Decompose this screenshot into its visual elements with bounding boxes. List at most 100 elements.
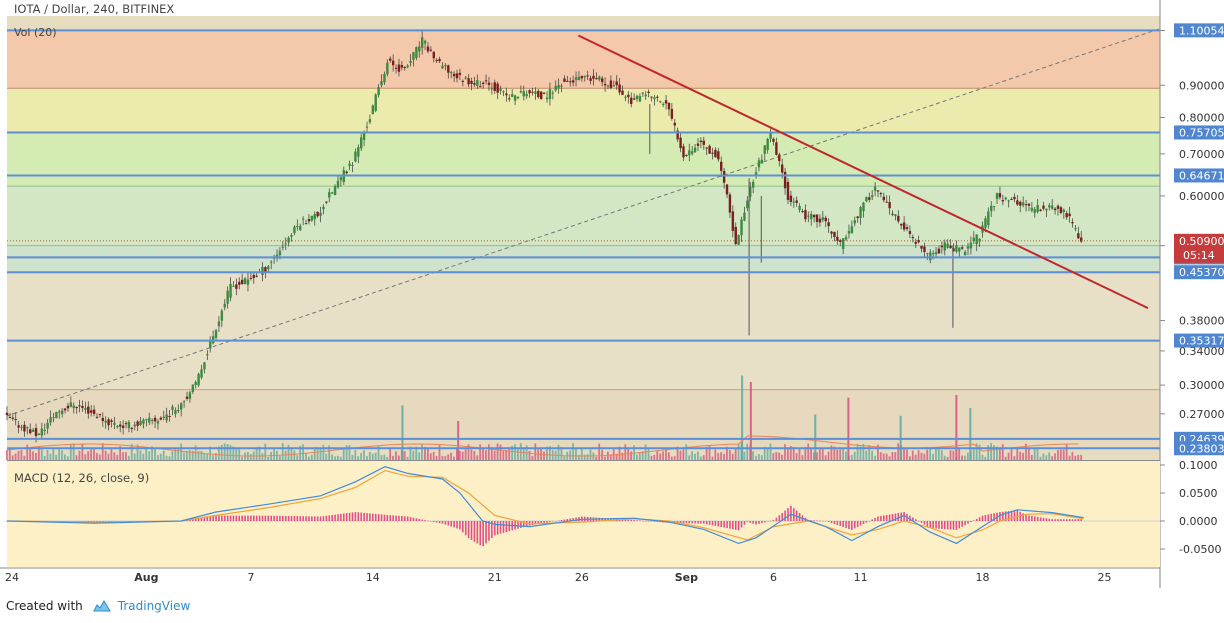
- volume-bar: [46, 450, 49, 460]
- candle-body: [214, 330, 218, 338]
- candle-body: [882, 196, 886, 201]
- macd-histogram-bar: [575, 517, 577, 521]
- candle-body: [513, 95, 517, 101]
- candle-body: [908, 231, 912, 234]
- macd-histogram-bar: [644, 521, 647, 522]
- volume-bar: [200, 450, 203, 460]
- macd-histogram-bar: [412, 517, 415, 521]
- volume-bar: [110, 449, 113, 460]
- candle-body: [165, 414, 168, 421]
- macd-histogram-bar: [377, 514, 380, 521]
- macd-histogram-bar: [488, 521, 490, 541]
- macd-histogram-bar: [459, 521, 461, 530]
- macd-histogram-bar: [642, 520, 644, 522]
- candle-body: [339, 177, 343, 181]
- candle-body: [693, 147, 697, 153]
- volume-bar: [154, 447, 156, 460]
- price-axis: 1.100000.900000.800000.700000.600000.500…: [1160, 23, 1224, 556]
- level-tag: [1174, 168, 1224, 183]
- volume-bar: [278, 455, 281, 460]
- volume-spike: [955, 395, 958, 460]
- candle-body: [792, 201, 796, 203]
- volume-bar: [55, 454, 58, 460]
- macd-histogram-bar: [952, 521, 955, 530]
- macd-histogram-bar: [714, 521, 717, 526]
- time-tick-label: 7: [247, 571, 254, 584]
- candle-body: [696, 143, 700, 146]
- candle-body: [810, 214, 813, 220]
- candle-body: [63, 408, 67, 411]
- volume-bar: [897, 443, 900, 460]
- candle-body: [990, 205, 993, 212]
- volume-bar: [894, 452, 897, 460]
- macd-histogram-bar: [627, 519, 630, 521]
- dashed-trend-line[interactable]: [6, 27, 1163, 417]
- macd-histogram-bar: [990, 513, 993, 521]
- candle-body: [580, 76, 584, 79]
- candle-body: [156, 421, 160, 424]
- macd-histogram-bar: [885, 515, 888, 521]
- volume-bar: [769, 443, 772, 460]
- macd-histogram-bar: [435, 521, 438, 523]
- candle-body: [455, 73, 459, 79]
- volume-bar: [122, 452, 124, 460]
- candle-body: [627, 94, 630, 98]
- level-tag-label: 0.64671: [1179, 169, 1224, 182]
- candle-body: [847, 231, 851, 234]
- level-tag-label: 0.35317: [1179, 335, 1224, 348]
- candle-body: [795, 200, 798, 203]
- macd-histogram-bar: [999, 512, 1001, 521]
- iota-dollar-chart[interactable]: IOTA / Dollar, 240, BITFINEX Vol (20) MACD…: [0, 0, 1224, 588]
- candle-body: [316, 211, 319, 217]
- volume-bar: [755, 455, 757, 460]
- volume-bar: [598, 443, 601, 460]
- macd-histogram-bar: [215, 515, 217, 521]
- candle-body: [139, 421, 142, 425]
- volume-bar: [458, 450, 461, 460]
- candle-body: [926, 253, 929, 255]
- macd-histogram-bar: [383, 514, 386, 521]
- candle-body: [827, 222, 830, 227]
- candle-body: [72, 405, 75, 409]
- volume-bar: [1071, 452, 1074, 460]
- tradingview-link[interactable]: TradingView: [117, 598, 191, 613]
- macd-histogram-bar: [493, 521, 496, 536]
- volume-spike: [969, 408, 972, 460]
- volume-bar: [209, 446, 212, 460]
- volume-bar: [203, 453, 206, 460]
- volume-bar: [618, 446, 621, 460]
- candle-body: [850, 226, 854, 234]
- candle-body: [780, 164, 784, 173]
- volume-bar: [775, 452, 778, 460]
- candle-body: [635, 95, 639, 100]
- macd-histogram-bar: [348, 512, 351, 521]
- volume-bar: [183, 452, 185, 460]
- price-tick-label: 0.34000: [1179, 345, 1224, 358]
- volume-bar: [766, 448, 769, 460]
- macd-histogram-bar: [554, 521, 557, 522]
- volume-bar: [877, 444, 879, 460]
- candle-body: [116, 426, 119, 428]
- candle-body: [383, 74, 386, 83]
- volume-bar: [238, 449, 241, 460]
- macd-histogram-bar: [560, 520, 563, 521]
- candle-body: [972, 237, 976, 242]
- candle-body: [653, 97, 656, 100]
- macd-histogram-bar: [694, 521, 696, 524]
- macd-histogram-bar: [374, 513, 377, 521]
- volume-bar: [499, 444, 502, 460]
- candle-body: [29, 429, 32, 434]
- volume-bar: [516, 449, 519, 460]
- volume-bar: [64, 454, 66, 460]
- volume-bar: [374, 452, 377, 460]
- volume-bar: [90, 449, 92, 460]
- volume-bar: [354, 450, 357, 460]
- candle-body: [168, 416, 171, 418]
- macd-histogram-bar: [194, 518, 197, 521]
- volume-bar: [940, 450, 943, 460]
- volume-bar: [984, 456, 987, 460]
- candle-body: [833, 231, 836, 238]
- red-trend-line[interactable]: [577, 34, 1149, 310]
- candle-body: [958, 247, 961, 252]
- volume-bar: [705, 446, 708, 460]
